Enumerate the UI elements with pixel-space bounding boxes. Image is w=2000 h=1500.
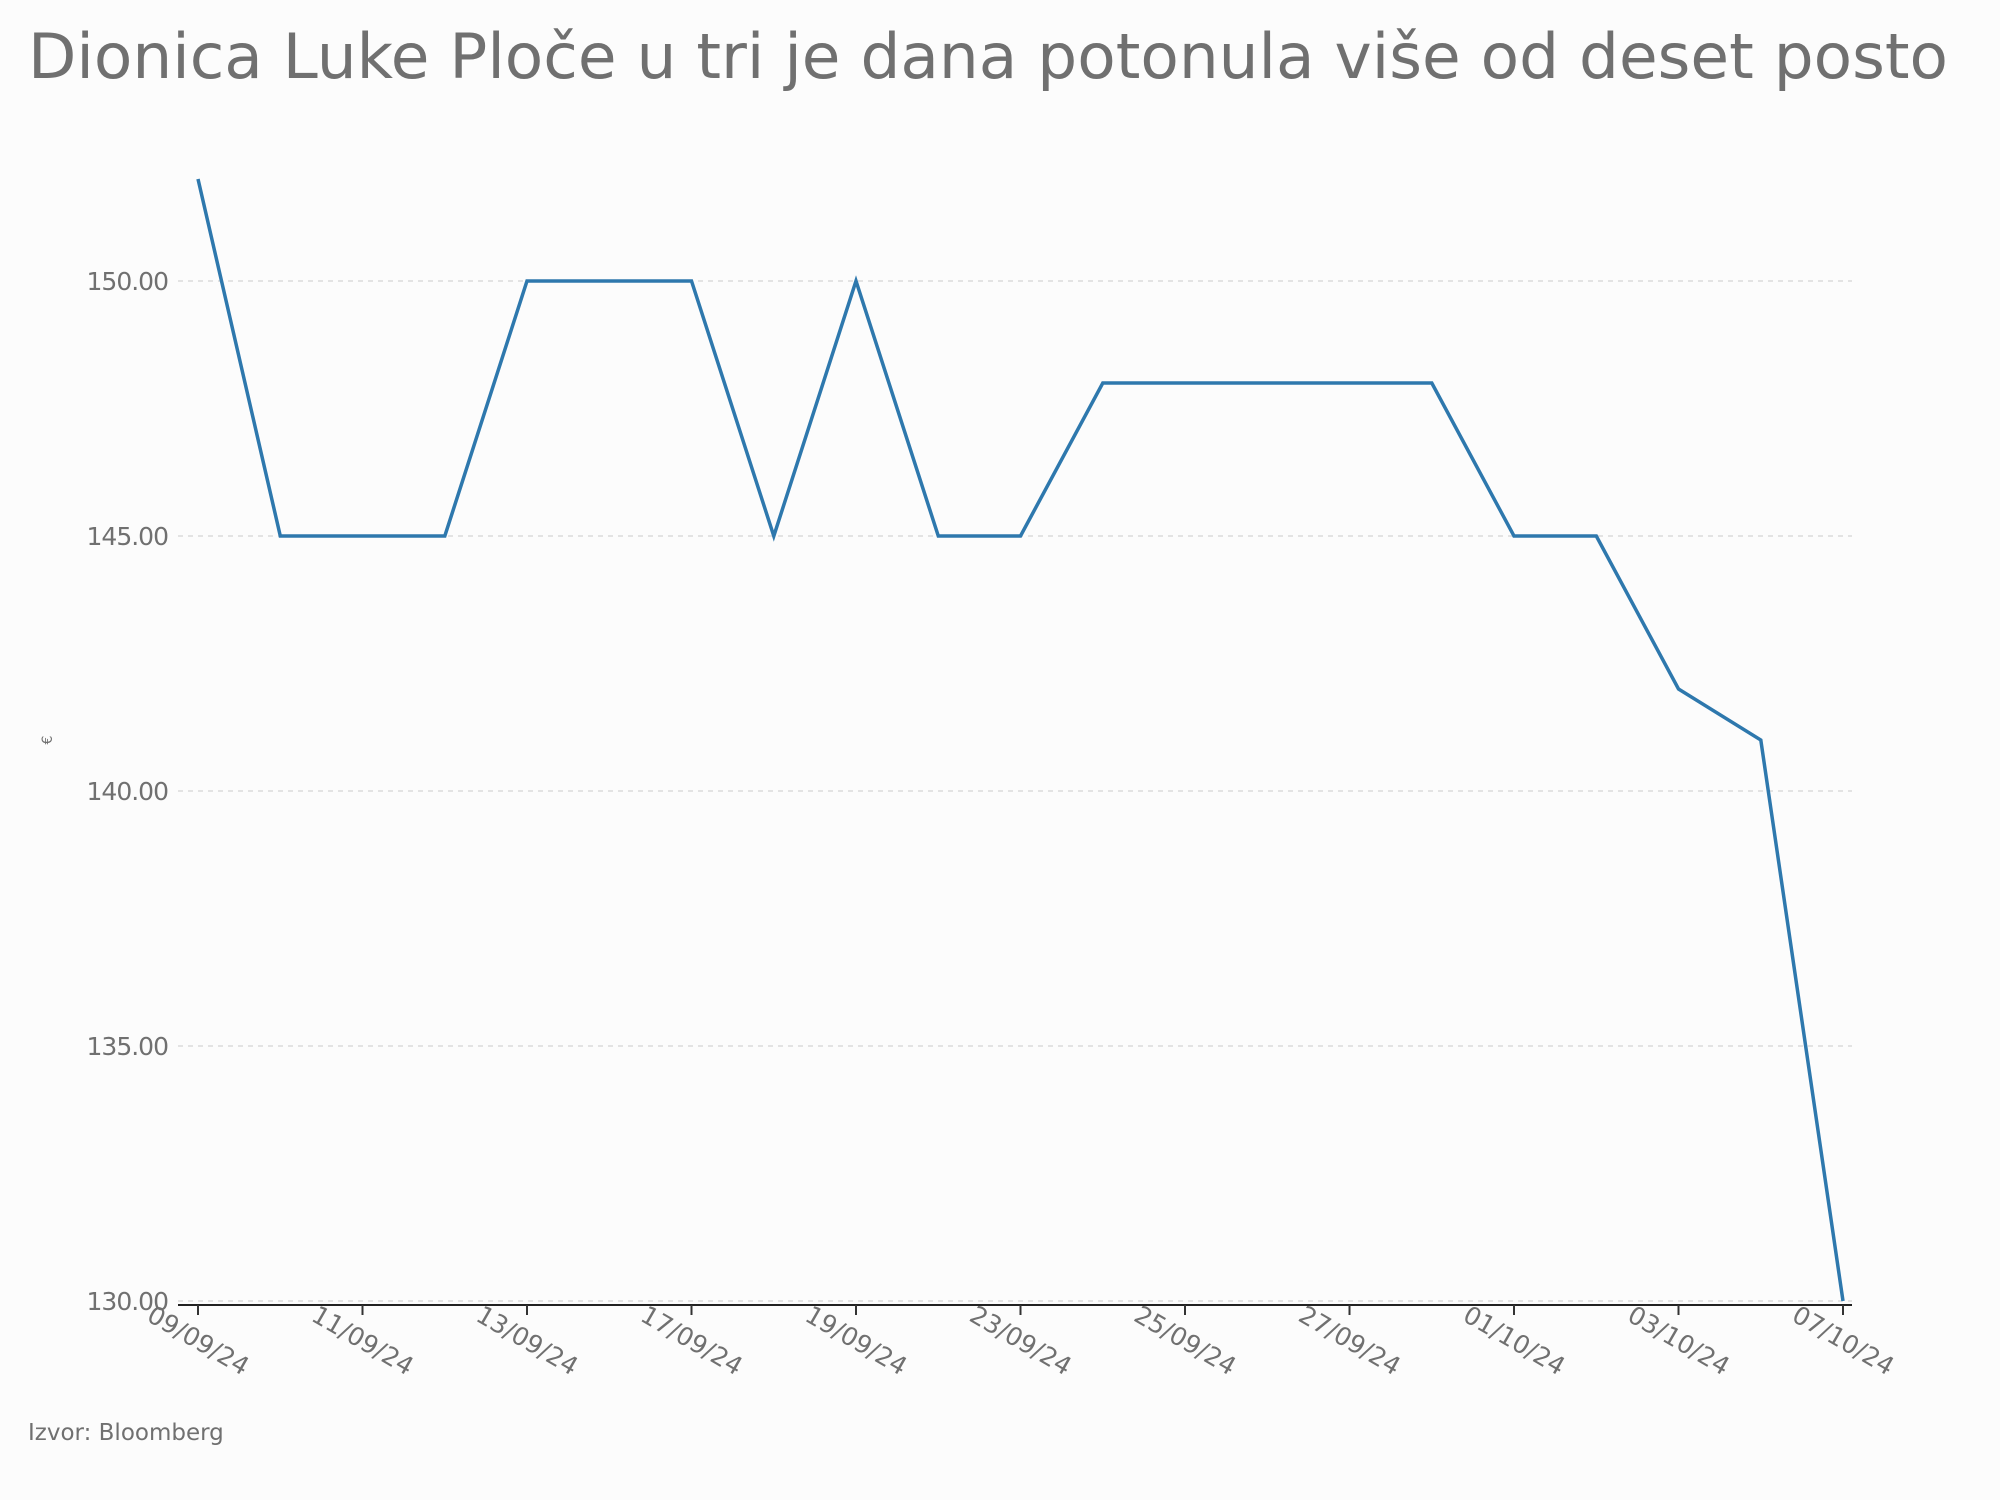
y-tick-label: 130.00	[87, 1287, 169, 1316]
y-axis-label: €	[40, 736, 56, 745]
chart-title: Dionica Luke Ploče u tri je dana potonul…	[28, 20, 1948, 93]
source: Izvor: Bloomberg	[28, 1420, 224, 1446]
y-tick-label: 140.00	[87, 777, 169, 806]
line-series	[196, 178, 1845, 1302]
y-tick-label: 150.00	[87, 267, 169, 296]
y-tick-label: 135.00	[87, 1032, 169, 1061]
y-tick-label: 145.00	[87, 522, 169, 551]
